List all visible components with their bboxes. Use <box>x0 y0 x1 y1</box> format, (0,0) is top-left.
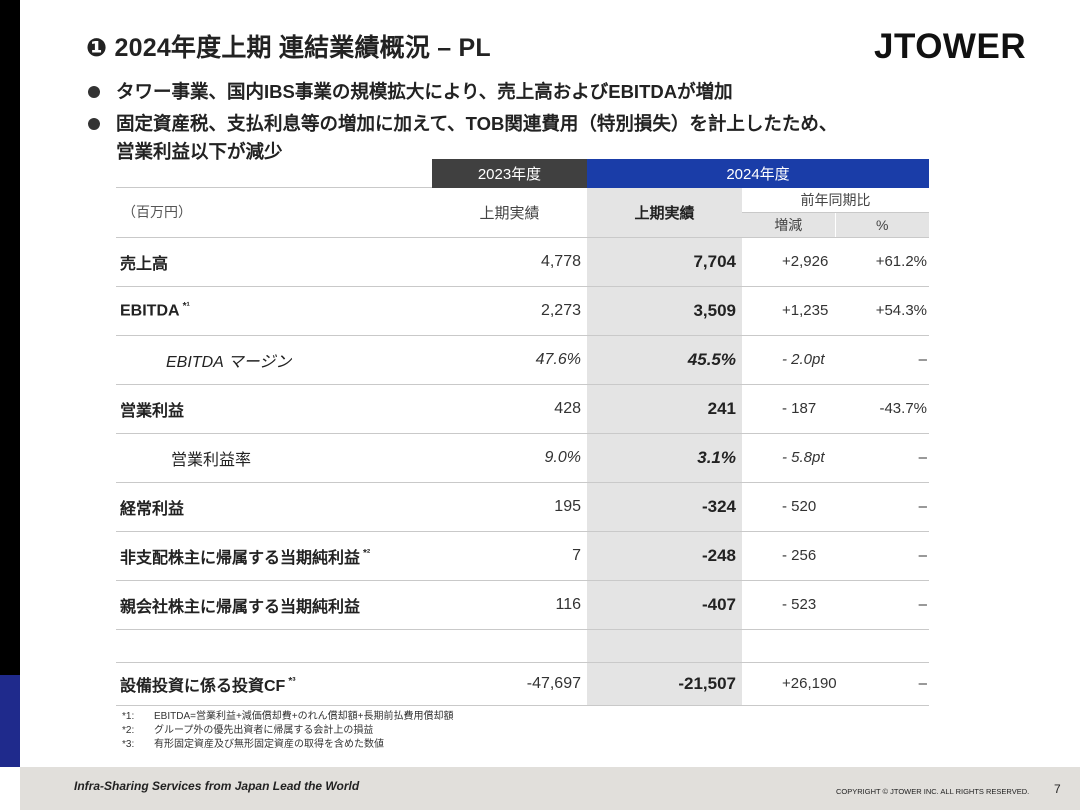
pl-table: 2023年度 2024年度 （百万円） 上期実績 上期実績 前年同期比 増減 %… <box>116 159 929 706</box>
header-row-sub: （百万円） 上期実績 上期実績 前年同期比 <box>116 187 929 238</box>
footer-copyright: COPYRIGHT © JTOWER INC. ALL RIGHTS RESER… <box>836 787 1030 796</box>
header-diff: 増減 <box>742 212 835 238</box>
value-pct: +54.3% <box>835 286 929 336</box>
footnote-ref: *³ <box>288 676 296 688</box>
row-label: 非支配株主に帰属する当期純利益 *² <box>116 531 432 581</box>
row-label: 営業利益率 <box>116 433 432 483</box>
value-diff: - 256 <box>742 531 835 581</box>
left-bar <box>0 0 20 675</box>
footnotes: *1: EBITDA=営業利益+減価償却費+のれん償却額+長期前払費用償却額 *2… <box>122 710 453 752</box>
footnote: *2: グループ外の優先出資者に帰属する会計上の損益 <box>122 725 374 736</box>
value-2024: 45.5% <box>587 335 742 385</box>
value-2023: -47,697 <box>432 662 587 706</box>
value-diff: - 5.8pt <box>742 433 835 483</box>
value-2023: 2,273 <box>432 286 587 336</box>
bullet-dot-icon <box>88 118 100 130</box>
footnote-ref: *² <box>363 548 371 560</box>
bullet-dot-icon <box>88 86 100 98</box>
value-diff: - 523 <box>742 580 835 630</box>
value-diff: - 520 <box>742 482 835 532</box>
value-diff: +26,190 <box>742 662 837 706</box>
footnote: *1: EBITDA=営業利益+減価償却費+のれん償却額+長期前払費用償却額 <box>122 711 454 722</box>
header-yoy: 前年同期比 <box>742 187 929 213</box>
value-pct: -43.7% <box>835 384 929 434</box>
unit-label: （百万円） <box>116 187 432 238</box>
value-pct: – <box>835 335 929 385</box>
bullet-text: タワー事業、国内IBS事業の規模拡大により、売上高およびEBITDAが増加 <box>116 81 733 102</box>
row-label: 売上高 <box>116 237 432 287</box>
row-label: 経常利益 <box>116 482 432 532</box>
value-2024: 3.1% <box>587 433 742 483</box>
page-title: ❶ 2024年度上期 連結業績概況 – PL <box>86 34 491 62</box>
bullet-item-continued: 営業利益以下が減少 <box>88 138 1048 166</box>
table-row: 売上高 4,778 7,704 +2,926 +61.2% <box>116 237 929 287</box>
row-label: 営業利益 <box>116 384 432 434</box>
row-label: 親会社株主に帰属する当期純利益 <box>116 580 432 630</box>
row-label: 設備投資に係る投資CF *³ <box>116 662 432 706</box>
value-2024: 3,509 <box>587 286 742 336</box>
header-2023-actual: 上期実績 <box>432 187 587 238</box>
spacer-row <box>116 629 929 663</box>
bullet-list: タワー事業、国内IBS事業の規模拡大により、売上高およびEBITDAが増加 固定… <box>88 78 1048 170</box>
header-2023: 2023年度 <box>432 159 587 188</box>
value-2023: 116 <box>432 580 587 630</box>
footer-bar: Infra-Sharing Services from Japan Lead t… <box>20 767 1080 810</box>
bullet-item: 固定資産税、支払利息等の増加に加えて、TOB関連費用（特別損失）を計上したため、 <box>88 110 1048 138</box>
value-pct: – <box>835 580 929 630</box>
table-row: 経常利益 195 -324 - 520 – <box>116 482 929 532</box>
value-pct: – <box>835 531 929 581</box>
value-pct: – <box>835 482 929 532</box>
value-2023: 195 <box>432 482 587 532</box>
value-2024: -324 <box>587 482 742 532</box>
value-2023: 4,778 <box>432 237 587 287</box>
header-pct: % <box>834 212 929 238</box>
value-2024: -407 <box>587 580 742 630</box>
header-2024: 2024年度 <box>587 159 929 188</box>
table-row: EBITDA *¹ 2,273 3,509 +1,235 +54.3% <box>116 286 929 336</box>
table-row: 非支配株主に帰属する当期純利益 *² 7 -248 - 256 – <box>116 531 929 581</box>
bullet-text: 営業利益以下が減少 <box>116 141 283 162</box>
value-2024: -21,507 <box>587 662 742 706</box>
value-diff: - 2.0pt <box>742 335 835 385</box>
left-bar-accent <box>0 675 20 767</box>
table-row: 設備投資に係る投資CF *³ -47,697 -21,507 +26,190 – <box>116 662 929 706</box>
table-row: EBITDA マージン 47.6% 45.5% - 2.0pt – <box>116 335 929 385</box>
header-row-yoy: 増減 % <box>116 212 929 238</box>
table-row: 営業利益率 9.0% 3.1% - 5.8pt – <box>116 433 929 483</box>
row-label: EBITDA *¹ <box>116 286 432 336</box>
value-2023: 7 <box>432 531 587 581</box>
value-diff: - 187 <box>742 384 835 434</box>
footnote-ref: *¹ <box>182 300 190 312</box>
table-row: 親会社株主に帰属する当期純利益 116 -407 - 523 – <box>116 580 929 630</box>
value-diff: +2,926 <box>742 237 835 287</box>
value-2023: 47.6% <box>432 335 587 385</box>
value-2024: -248 <box>587 531 742 581</box>
row-label: EBITDA マージン <box>116 335 432 385</box>
company-logo: JTOWER <box>874 27 1027 66</box>
header-2024-actual: 上期実績 <box>587 187 742 238</box>
footer-tagline: Infra-Sharing Services from Japan Lead t… <box>74 779 360 793</box>
value-2023: 428 <box>432 384 587 434</box>
bullet-text: 固定資産税、支払利息等の増加に加えて、TOB関連費用（特別損失）を計上したため、 <box>116 113 838 134</box>
value-pct: +61.2% <box>835 237 929 287</box>
value-2024: 7,704 <box>587 237 742 287</box>
value-pct: – <box>835 662 929 706</box>
header-row-years: 2023年度 2024年度 <box>116 159 929 188</box>
value-2024: 241 <box>587 384 742 434</box>
table-row: 営業利益 428 241 - 187 -43.7% <box>116 384 929 434</box>
value-pct: – <box>835 433 929 483</box>
bullet-item: タワー事業、国内IBS事業の規模拡大により、売上高およびEBITDAが増加 <box>88 78 1048 106</box>
value-diff: +1,235 <box>742 286 835 336</box>
value-2023: 9.0% <box>432 433 587 483</box>
page-number: 7 <box>1054 782 1061 796</box>
footnote: *3: 有形固定資産及び無形固定資産の取得を含めた数値 <box>122 739 384 750</box>
